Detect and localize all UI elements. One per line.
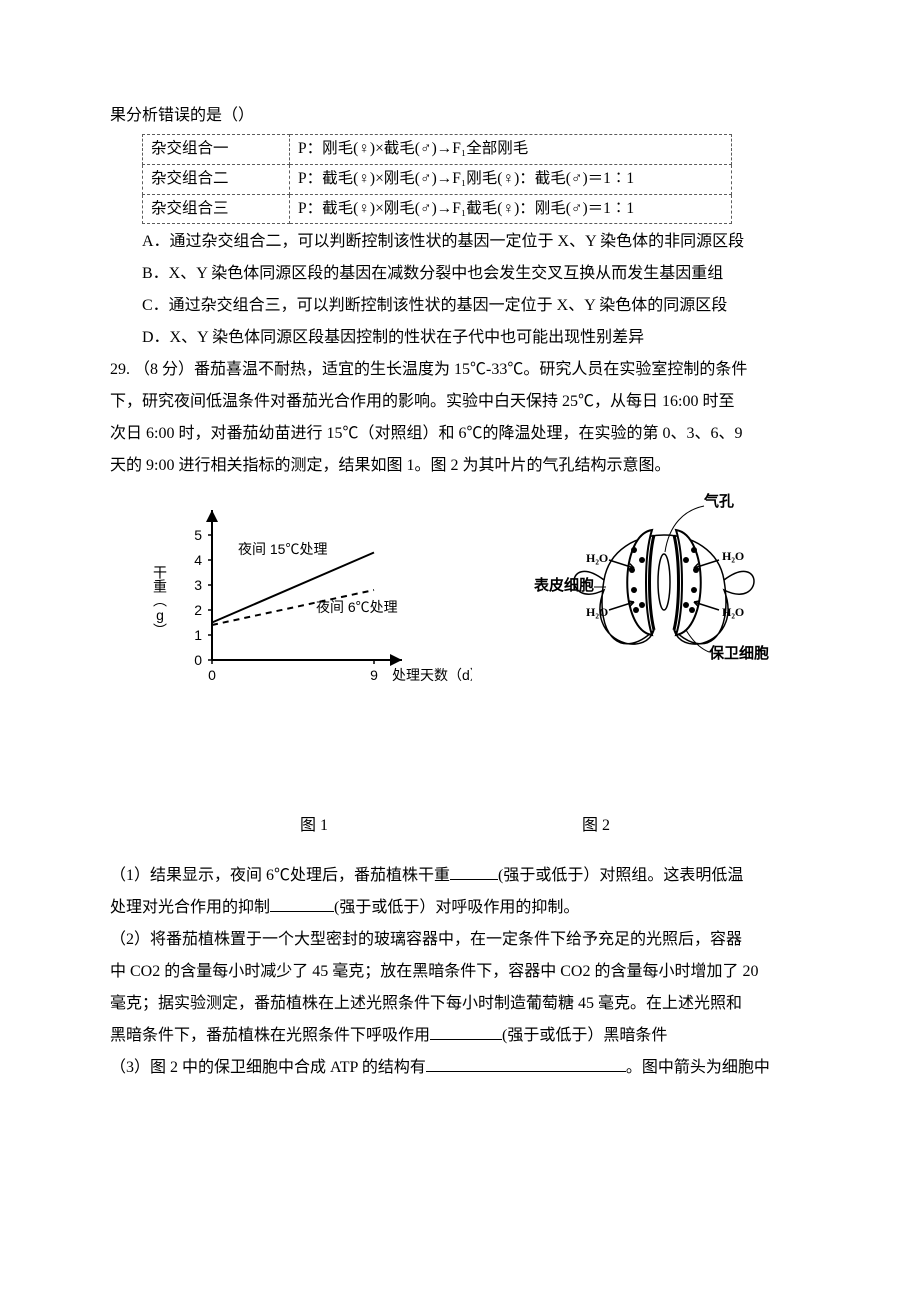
q29-2-l3: 毫克；据实验测定，番茄植株在上述光照条件下每小时制造葡萄糖 45 毫克。在上述光… bbox=[110, 988, 810, 1020]
svg-text:0: 0 bbox=[208, 667, 216, 683]
svg-text:干重（g）: 干重（g） bbox=[152, 565, 168, 637]
svg-text:0: 0 bbox=[194, 652, 202, 668]
q29-2-l4: 黑暗条件下，番茄植株在光照条件下呼吸作用 (强于或低于）黑暗条件 bbox=[110, 1020, 810, 1052]
q29-3-b: 。图中箭头为细胞中 bbox=[626, 1059, 770, 1076]
cross-desc-2: P：截毛(♀)×刚毛(♂)→F₁刚毛(♀)：截毛(♂)＝1∶1 bbox=[290, 164, 732, 194]
svg-text:9: 9 bbox=[370, 667, 378, 683]
table-row: 杂交组合三 P：截毛(♀)×刚毛(♂)→F₁截毛(♀)：刚毛(♂)＝1∶1 bbox=[143, 194, 732, 224]
blank bbox=[430, 1023, 502, 1040]
table-row: 杂交组合一 P：刚毛(♀)×截毛(♂)→F₁全部刚毛 bbox=[143, 135, 732, 165]
q29-2-l4b: (强于或低于）黑暗条件 bbox=[502, 1027, 667, 1044]
blank bbox=[270, 895, 334, 912]
cross-name-1: 杂交组合一 bbox=[143, 135, 290, 165]
blank bbox=[426, 1055, 626, 1072]
q29-2-l2: 中 CO2 的含量每小时减少了 45 毫克；放在黑暗条件下，容器中 CO2 的含… bbox=[110, 956, 810, 988]
svg-text:夜间 6℃处理: 夜间 6℃处理 bbox=[316, 599, 398, 615]
svg-text:H₂O: H₂O bbox=[722, 605, 744, 619]
cross-name-2: 杂交组合二 bbox=[143, 164, 290, 194]
svg-text:2: 2 bbox=[194, 602, 202, 618]
q29-2-l4a: 黑暗条件下，番茄植株在光照条件下呼吸作用 bbox=[110, 1027, 430, 1044]
q29-1-line1: （1）结果显示，夜间 6℃处理后，番茄植株干重 (强于或低于）对照组。这表明低温 bbox=[110, 860, 810, 892]
cross-name-3: 杂交组合三 bbox=[143, 194, 290, 224]
opt-a: A．通过杂交组合二，可以判断控制该性状的基因一定位于 X、Y 染色体的非同源区段 bbox=[110, 226, 810, 258]
svg-text:H₂O: H₂O bbox=[586, 551, 608, 565]
q29-1-pre: （1）结果显示，夜间 6℃处理后，番茄植株干重 bbox=[110, 867, 450, 884]
table-row: 杂交组合二 P：截毛(♀)×刚毛(♂)→F₁刚毛(♀)：截毛(♂)＝1∶1 bbox=[143, 164, 732, 194]
q29-intro-l2: 下，研究夜间低温条件对番茄光合作用的影响。实验中白天保持 25℃，从每日 16:… bbox=[110, 386, 810, 418]
svg-text:1: 1 bbox=[194, 627, 202, 643]
q29-1-line2: 处理对光合作用的抑制 (强于或低于）对呼吸作用的抑制。 bbox=[110, 892, 810, 924]
svg-text:保卫细胞: 保卫细胞 bbox=[708, 644, 769, 662]
svg-text:夜间 15℃处理: 夜间 15℃处理 bbox=[238, 541, 327, 557]
opt-d: D．X、Y 染色体同源区段基因控制的性状在子代中也可能出现性别差异 bbox=[110, 322, 810, 354]
svg-text:气孔: 气孔 bbox=[703, 492, 734, 510]
q29-intro-l3: 次日 6:00 时，对番茄幼苗进行 15℃（对照组）和 6℃的降温处理，在实验的… bbox=[110, 418, 810, 450]
opt-b: B．X、Y 染色体同源区段的基因在减数分裂中也会发生交叉互换从而发生基因重组 bbox=[110, 258, 810, 290]
fig2-label: 图 2 bbox=[582, 810, 610, 842]
q29-intro-l1: 29. （8 分）番茄喜温不耐热，适宜的生长温度为 15℃-33℃。研究人员在实… bbox=[110, 354, 810, 386]
q29-1-mid: (强于或低于）对照组。这表明低温 bbox=[498, 867, 743, 884]
svg-text:4: 4 bbox=[194, 552, 202, 568]
svg-text:3: 3 bbox=[194, 577, 202, 593]
svg-text:H₂O: H₂O bbox=[722, 549, 744, 563]
cross-desc-3: P：截毛(♀)×刚毛(♂)→F₁截毛(♀)：刚毛(♂)＝1∶1 bbox=[290, 194, 732, 224]
q29-1-l2a: 处理对光合作用的抑制 bbox=[110, 899, 270, 916]
q29-intro-l4: 天的 9:00 进行相关指标的测定，结果如图 1。图 2 为其叶片的气孔结构示意… bbox=[110, 450, 810, 482]
blank bbox=[450, 863, 498, 880]
opt-c: C．通过杂交组合三，可以判断控制该性状的基因一定位于 X、Y 染色体的同源区段 bbox=[110, 290, 810, 322]
q29-3-a: （3）图 2 中的保卫细胞中合成 ATP 的结构有 bbox=[110, 1059, 426, 1076]
svg-text:处理天数（d）: 处理天数（d） bbox=[392, 667, 472, 683]
cross-table: 杂交组合一 P：刚毛(♀)×截毛(♂)→F₁全部刚毛 杂交组合二 P：截毛(♀)… bbox=[142, 134, 732, 224]
fig1-label: 图 1 bbox=[300, 810, 328, 842]
svg-text:5: 5 bbox=[194, 527, 202, 543]
q29-2-l1: （2）将番茄植株置于一个大型密封的玻璃容器中，在一定条件下给予充足的光照后，容器 bbox=[110, 924, 810, 956]
prev-question-tail: 果分析错误的是（） bbox=[110, 100, 810, 132]
q29-3: （3）图 2 中的保卫细胞中合成 ATP 的结构有 。图中箭头为细胞中 bbox=[110, 1052, 810, 1084]
figure-1-chart: 0 1 2 3 4 5 0 9 干重（g） 处理天数（d） 夜间 15℃处理夜间 6℃处理 bbox=[142, 490, 472, 690]
svg-text:表皮细胞: 表皮细胞 bbox=[534, 576, 594, 594]
cross-desc-1: P：刚毛(♀)×截毛(♂)→F₁全部刚毛 bbox=[290, 135, 732, 165]
svg-text:H₂O: H₂O bbox=[586, 605, 608, 619]
q29-1-l2b: (强于或低于）对呼吸作用的抑制。 bbox=[334, 899, 579, 916]
figure-2-diagram: H₂O H₂O H₂O H₂O 气孔表皮细胞保卫细胞 bbox=[534, 490, 794, 670]
